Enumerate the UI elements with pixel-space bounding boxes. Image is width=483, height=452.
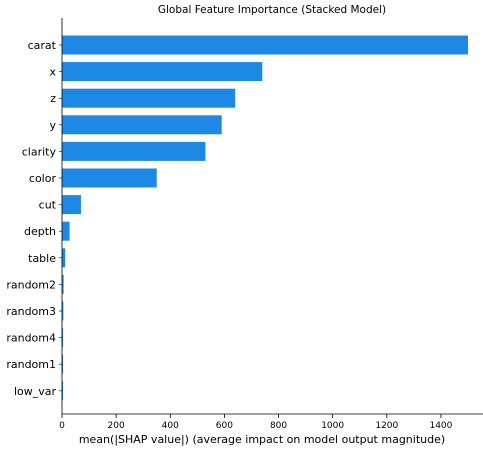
y-tick-label-random4: random4 [6,332,56,345]
y-tick-label-random2: random2 [6,278,56,291]
bar-carat [62,35,468,55]
chart-title: Global Feature Importance (Stacked Model… [158,4,386,16]
y-tick-label-color: color [29,172,57,185]
bar-x [62,62,263,82]
bar-depth [62,221,70,241]
x-tick-label: 0 [59,421,65,431]
x-tick-label: 1000 [321,421,344,431]
x-tick-label: 800 [270,421,287,431]
bar-z [62,88,236,108]
y-tick-label-cut: cut [39,199,57,212]
bar-random4 [62,328,64,348]
y-tick-label-x: x [49,66,56,79]
x-tick-label: 600 [216,421,233,431]
x-tick-label: 1400 [429,421,452,431]
y-tick-label-random3: random3 [6,305,56,318]
y-tick-label-clarity: clarity [22,145,57,158]
y-tick-label-y: y [49,119,56,132]
bar-random3 [62,301,64,321]
x-tick-label: 1200 [375,421,398,431]
y-tick-label-z: z [50,92,56,105]
bar-random2 [62,274,64,294]
x-tick-label: 400 [162,421,179,431]
bar-color [62,168,157,188]
bar-random1 [62,354,63,374]
y-tick-label-depth: depth [24,225,56,238]
y-tick-label-random1: random1 [6,358,56,371]
bar-y [62,115,222,135]
y-tick-labels: carat xz y clarity color cut depth table random2… [6,39,62,398]
bar-table [62,248,66,268]
bar-low_var [62,381,63,401]
bar-cut [62,195,81,215]
bar-clarity [62,141,206,161]
y-tick-label-low_var: low_var [14,385,57,398]
x-tick-label: 200 [108,421,125,431]
y-tick-label-carat: carat [28,39,57,52]
x-tick-labels: 0 200 400 600 800 1000 1200 1400 [59,414,453,431]
x-axis-label: mean(|SHAP value|) (average impact on mo… [79,433,445,446]
bar-series [62,35,468,401]
y-tick-label-table: table [28,252,56,265]
